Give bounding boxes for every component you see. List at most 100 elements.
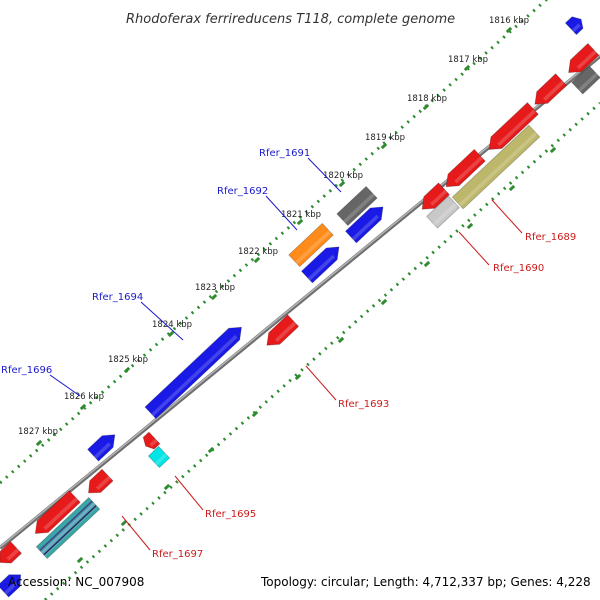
kbp-label: 1824 kbp	[152, 320, 192, 330]
gene-feature-blue[interactable]	[0, 574, 22, 598]
gene-highlight	[43, 497, 78, 531]
kbp-label: 1823 kbp	[195, 283, 235, 293]
kbp-label: 1817 kbp	[448, 55, 488, 65]
gene-stripe	[39, 500, 93, 552]
leader-line	[140, 301, 184, 341]
tick-mark	[35, 439, 43, 447]
gene-feature-blue[interactable]	[564, 16, 584, 36]
gene-highlight	[543, 80, 565, 101]
tick-mark	[79, 403, 87, 411]
tick-mark	[380, 142, 388, 150]
gene-feature-blue[interactable]	[300, 246, 340, 284]
kbp-labels: 1816 kbp 1817 kbp 1818 kbp 1819 kbp 1820…	[18, 16, 529, 437]
gene-labels: Rfer_1691 Rfer_1692 Rfer_1694 Rfer_1696 …	[1, 148, 576, 560]
kbp-label: 1819 kbp	[365, 133, 405, 143]
gene-stripe	[43, 504, 97, 556]
gene-highlight	[576, 50, 597, 70]
tick-mark	[163, 483, 171, 491]
tick-mark	[422, 103, 430, 111]
leader-line	[121, 515, 151, 551]
kbp-label: 1820 kbp	[323, 171, 363, 181]
tick-mark	[296, 218, 304, 226]
kbp-label: 1816 kbp	[489, 16, 529, 26]
gene-label-rfer-1693[interactable]: Rfer_1693	[338, 399, 389, 410]
gene-label-rfer-1689[interactable]: Rfer_1689	[525, 232, 576, 243]
gene-label-rfer-1690[interactable]: Rfer_1690	[493, 263, 544, 274]
leader-line	[49, 374, 81, 397]
tick-mark	[76, 556, 84, 564]
gene-highlight	[430, 189, 448, 206]
kbp-label: 1827 kbp	[18, 427, 58, 437]
gene-feature-red[interactable]	[142, 431, 161, 450]
gene-label-rfer-1696[interactable]: Rfer_1696	[1, 365, 52, 376]
gene-label-rfer-1692[interactable]: Rfer_1692	[217, 186, 268, 197]
gene-highlight	[343, 193, 375, 224]
gene-feature-blue[interactable]	[344, 206, 384, 244]
gene-highlight	[571, 23, 581, 33]
gene-highlight	[93, 442, 111, 459]
gene-highlight	[96, 476, 111, 491]
tick-mark	[423, 260, 431, 268]
gene-highlight	[275, 321, 297, 342]
gene-label-rfer-1694[interactable]: Rfer_1694	[92, 292, 143, 303]
gene-feature-red[interactable]	[88, 468, 114, 494]
gene-feature-red[interactable]	[445, 148, 486, 188]
gene-highlight	[351, 214, 379, 241]
gene-highlight	[295, 230, 331, 265]
kbp-label: 1825 kbp	[108, 355, 148, 365]
gene-highlight	[6, 548, 20, 561]
gene-feature-red[interactable]	[266, 314, 300, 346]
gene-label-rfer-1697[interactable]: Rfer_1697	[152, 549, 203, 560]
kbp-label: 1818 kbp	[407, 94, 447, 104]
tick-track	[0, 0, 549, 485]
tick-mark	[123, 366, 131, 374]
gene-features	[0, 16, 600, 598]
gene-feature-khaki[interactable]	[451, 124, 541, 210]
tick-mark	[380, 298, 388, 306]
gene-feature-red[interactable]	[0, 541, 23, 564]
leader-line	[307, 157, 342, 193]
kbp-label: 1822 kbp	[238, 247, 278, 257]
gene-highlight	[151, 334, 238, 417]
gene-feature-red[interactable]	[421, 182, 450, 210]
gene-feature-lightgray[interactable]	[426, 195, 460, 229]
leader-line	[265, 195, 298, 231]
tick-mark	[338, 180, 346, 188]
tick-mark	[466, 222, 474, 230]
gene-feature-gray[interactable]	[571, 65, 600, 95]
tick-mark	[120, 519, 128, 527]
gene-feature-red[interactable]	[534, 73, 568, 105]
tick-mark	[337, 336, 345, 344]
gene-feature-gray[interactable]	[336, 185, 378, 227]
gene-highlight	[458, 131, 538, 207]
gene-label-rfer-1691[interactable]: Rfer_1691	[259, 148, 310, 159]
tick-mark	[210, 293, 218, 301]
gene-highlight	[432, 202, 458, 226]
gene-highlight	[154, 453, 168, 466]
tick-mark	[549, 146, 557, 154]
gene-label-rfer-1695[interactable]: Rfer_1695	[205, 509, 256, 520]
gene-feature-red[interactable]	[488, 102, 539, 150]
tick-mark	[207, 446, 215, 454]
tick-mark	[463, 64, 471, 72]
tick-mark	[167, 330, 175, 338]
gene-highlight	[497, 109, 537, 147]
gene-feature-blue[interactable]	[87, 434, 116, 462]
leader-line	[491, 199, 523, 234]
gene-highlight	[454, 156, 483, 184]
gene-stripe	[41, 502, 95, 554]
gene-feature-blue[interactable]	[144, 326, 242, 420]
gene-feature-red[interactable]	[568, 42, 600, 74]
gene-highlight	[4, 581, 18, 595]
tick-mark	[508, 184, 516, 192]
gene-feature-red[interactable]	[34, 490, 81, 534]
genome-summary-text: Topology: circular; Length: 4,712,337 bp…	[260, 575, 591, 589]
map-title: Rhodoferax ferrireducens T118, complete …	[126, 12, 455, 27]
gene-highlight	[307, 254, 335, 281]
gene-highlight	[149, 438, 158, 447]
gene-feature-cyan[interactable]	[147, 445, 171, 469]
leader-line	[305, 365, 337, 401]
tick-mark	[505, 26, 513, 34]
gene-feature-orange[interactable]	[288, 222, 334, 268]
